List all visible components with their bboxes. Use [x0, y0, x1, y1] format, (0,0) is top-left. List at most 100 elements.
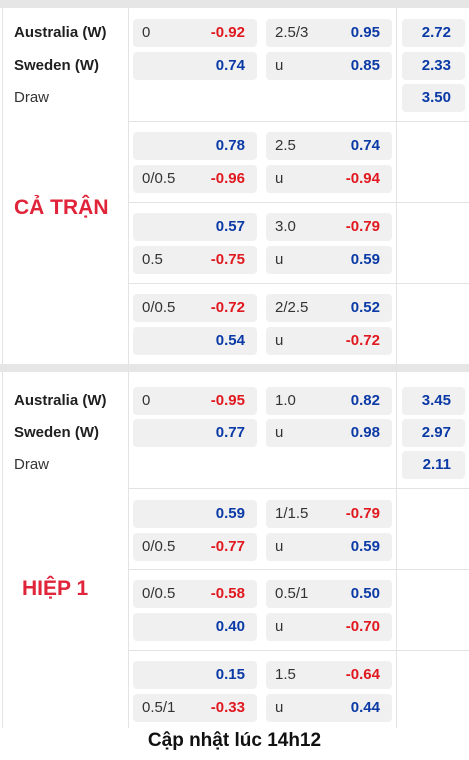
- handicap-odds: -0.72: [210, 299, 245, 316]
- team-home-name: Australia (W): [14, 392, 107, 409]
- over-under-cell[interactable]: 3.0 -0.79: [266, 213, 392, 241]
- handicap-odds: -0.33: [210, 699, 245, 716]
- under-odds: 0.59: [350, 251, 380, 268]
- over-under-cell[interactable]: 2/2.5 0.52: [266, 294, 392, 322]
- handicap-odds: 0.74: [215, 57, 245, 74]
- handicap-cell[interactable]: 0/0.5 -0.77: [133, 533, 257, 561]
- handicap-odds: 0.77: [215, 424, 245, 441]
- over-under-line: 1.0: [275, 392, 296, 409]
- over-odds: 0.82: [350, 392, 380, 409]
- handicap-line: 0/0.5: [142, 585, 176, 602]
- handicap-cell[interactable]: 0/0.5 -0.58: [133, 580, 257, 608]
- over-under-cell[interactable]: u -0.94: [266, 165, 392, 193]
- handicap-odds: -0.75: [210, 251, 245, 268]
- 1x2-odds-draw: 3.50: [421, 89, 451, 106]
- over-under-cell[interactable]: u -0.70: [266, 613, 392, 641]
- handicap-cell[interactable]: 0 -0.95: [133, 387, 257, 415]
- handicap-line: 0/0.5: [142, 538, 176, 555]
- handicap-cell[interactable]: 0/0.5 -0.96: [133, 165, 257, 193]
- draw-label: Draw: [14, 89, 50, 106]
- handicap-cell[interactable]: 0.40: [133, 613, 257, 641]
- handicap-cell[interactable]: 0.59: [133, 500, 257, 528]
- handicap-odds: -0.77: [210, 538, 245, 555]
- over-under-line: 2.5/3: [275, 24, 309, 41]
- column-divider: [128, 372, 129, 728]
- over-under-cell[interactable]: 1/1.5 -0.79: [266, 500, 392, 528]
- handicap-odds: 0.15: [215, 666, 245, 683]
- over-odds: 0.74: [350, 137, 380, 154]
- handicap-cell[interactable]: 0.77: [133, 419, 257, 447]
- team-home-name: Australia (W): [14, 24, 107, 41]
- row-divider: [128, 121, 469, 122]
- under-odds: 0.59: [350, 538, 380, 555]
- over-odds: 0.50: [350, 585, 380, 602]
- under-label: u: [275, 332, 284, 349]
- update-time-caption: Cập nhật lúc 14h12: [147, 730, 322, 751]
- over-under-cell[interactable]: 1.0 0.82: [266, 387, 392, 415]
- handicap-cell[interactable]: 0 -0.92: [133, 19, 257, 47]
- handicap-cell[interactable]: 0.74: [133, 52, 257, 80]
- handicap-odds: 0.57: [215, 218, 245, 235]
- 1x2-odds-away: 2.97: [421, 424, 451, 441]
- handicap-cell[interactable]: 0.15: [133, 661, 257, 689]
- under-label: u: [275, 538, 284, 555]
- first-half-label: HIỆP 1: [22, 577, 89, 600]
- 1x2-odds-away: 2.33: [421, 57, 451, 74]
- 1x2-cell[interactable]: 2.72: [402, 19, 465, 47]
- 1x2-cell[interactable]: 3.50: [402, 84, 465, 112]
- draw-label: Draw: [14, 456, 50, 473]
- handicap-odds: 0.40: [215, 618, 245, 635]
- handicap-cell[interactable]: 0.78: [133, 132, 257, 160]
- over-under-cell[interactable]: u 0.85: [266, 52, 392, 80]
- over-under-line: 3.0: [275, 218, 296, 235]
- over-under-cell[interactable]: u 0.44: [266, 694, 392, 722]
- handicap-cell[interactable]: 0.54: [133, 327, 257, 355]
- over-under-line: 1.5: [275, 666, 296, 683]
- under-odds: 0.98: [350, 424, 380, 441]
- under-label: u: [275, 57, 284, 74]
- 1x2-cell[interactable]: 3.45: [402, 387, 465, 415]
- handicap-odds: 0.78: [215, 137, 245, 154]
- 1x2-cell[interactable]: 2.11: [402, 451, 465, 479]
- team-away-name: Sweden (W): [14, 57, 99, 74]
- full-match-section: Australia (W) Sweden (W) Draw 0 -0.92 2.…: [0, 8, 469, 364]
- over-odds: -0.79: [345, 505, 380, 522]
- over-odds: 0.95: [350, 24, 380, 41]
- handicap-cell[interactable]: 0.5 -0.75: [133, 246, 257, 274]
- row-divider: [128, 283, 469, 284]
- handicap-odds: -0.92: [210, 24, 245, 41]
- row-divider: [128, 650, 469, 651]
- handicap-cell[interactable]: 0/0.5 -0.72: [133, 294, 257, 322]
- over-under-cell[interactable]: u 0.59: [266, 246, 392, 274]
- 1x2-cell[interactable]: 2.97: [402, 419, 465, 447]
- handicap-line: 0.5/1: [142, 699, 176, 716]
- under-label: u: [275, 699, 284, 716]
- handicap-line: 0: [142, 392, 151, 409]
- under-label: u: [275, 618, 284, 635]
- row-divider: [128, 569, 469, 570]
- under-label: u: [275, 170, 284, 187]
- under-odds: -0.94: [345, 170, 380, 187]
- over-under-cell[interactable]: u 0.98: [266, 419, 392, 447]
- handicap-cell[interactable]: 0.5/1 -0.33: [133, 694, 257, 722]
- over-under-cell[interactable]: 2.5/3 0.95: [266, 19, 392, 47]
- over-under-cell[interactable]: 2.5 0.74: [266, 132, 392, 160]
- over-under-cell[interactable]: 1.5 -0.64: [266, 661, 392, 689]
- row-divider: [128, 202, 469, 203]
- team-away-name: Sweden (W): [14, 424, 99, 441]
- over-odds: 0.52: [350, 299, 380, 316]
- over-under-cell[interactable]: u 0.59: [266, 533, 392, 561]
- handicap-cell[interactable]: 0.57: [133, 213, 257, 241]
- handicap-odds: 0.54: [215, 332, 245, 349]
- 1x2-cell[interactable]: 2.33: [402, 52, 465, 80]
- over-under-cell[interactable]: u -0.72: [266, 327, 392, 355]
- 1x2-odds-home: 2.72: [421, 24, 451, 41]
- over-under-cell[interactable]: 0.5/1 0.50: [266, 580, 392, 608]
- over-odds: -0.64: [345, 666, 380, 683]
- handicap-odds: 0.59: [215, 505, 245, 522]
- 1x2-odds-home: 3.45: [421, 392, 451, 409]
- top-divider: [0, 0, 469, 8]
- border-left: [2, 372, 3, 728]
- first-half-section: Australia (W) Sweden (W) Draw 0 -0.95 1.…: [0, 372, 469, 728]
- under-odds: 0.85: [350, 57, 380, 74]
